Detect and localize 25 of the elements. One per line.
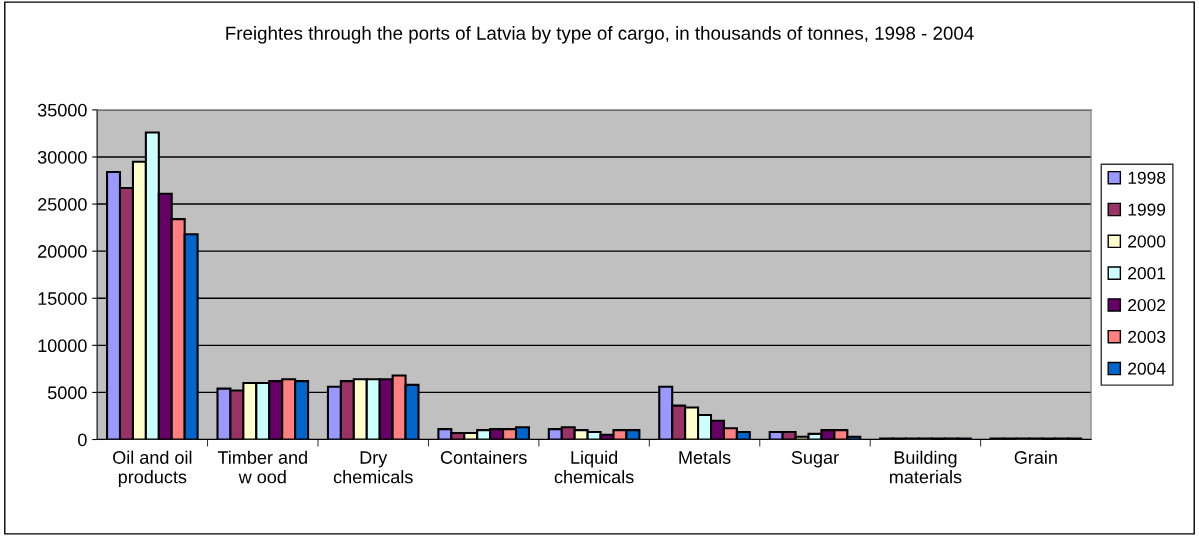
- legend-label: 2002: [1128, 298, 1166, 312]
- y-tick-label: 20000: [38, 245, 87, 258]
- y-tick-label: 0: [78, 433, 87, 447]
- legend-label: 2001: [1128, 267, 1166, 280]
- legend-label: 2000: [1128, 235, 1166, 248]
- chart-title: Freightes through the ports of Latvia by type of cargo, in thousands of tonnes, 1998 - 2004: [226, 26, 974, 44]
- x-tick-label: Oil and oil products: [113, 450, 192, 487]
- legend-label: 1998: [1128, 171, 1166, 184]
- x-tick-label: Building materials: [890, 450, 962, 484]
- x-tick-label: Timber and w ood: [217, 450, 307, 484]
- x-tick-label: Grain: [1014, 450, 1057, 464]
- x-tick-label: Containers: [440, 450, 527, 464]
- legend-label: 1999: [1128, 203, 1166, 216]
- y-tick-label: 15000: [38, 292, 87, 305]
- x-tick-label: Sugar: [791, 451, 839, 468]
- y-tick-label: 5000: [47, 386, 87, 400]
- y-tick-label: 10000: [38, 339, 87, 353]
- y-tick-label: 30000: [37, 150, 87, 164]
- y-tick-label: 35000: [37, 103, 87, 117]
- x-tick-label: Metals: [679, 450, 731, 464]
- y-tick-label: 25000: [38, 198, 87, 211]
- legend-label: 2004: [1128, 362, 1166, 375]
- x-tick-label: Liquid chemicals: [554, 450, 634, 484]
- x-tick-label: Dry chemicals: [333, 451, 413, 484]
- legend-label: 2003: [1128, 330, 1166, 343]
